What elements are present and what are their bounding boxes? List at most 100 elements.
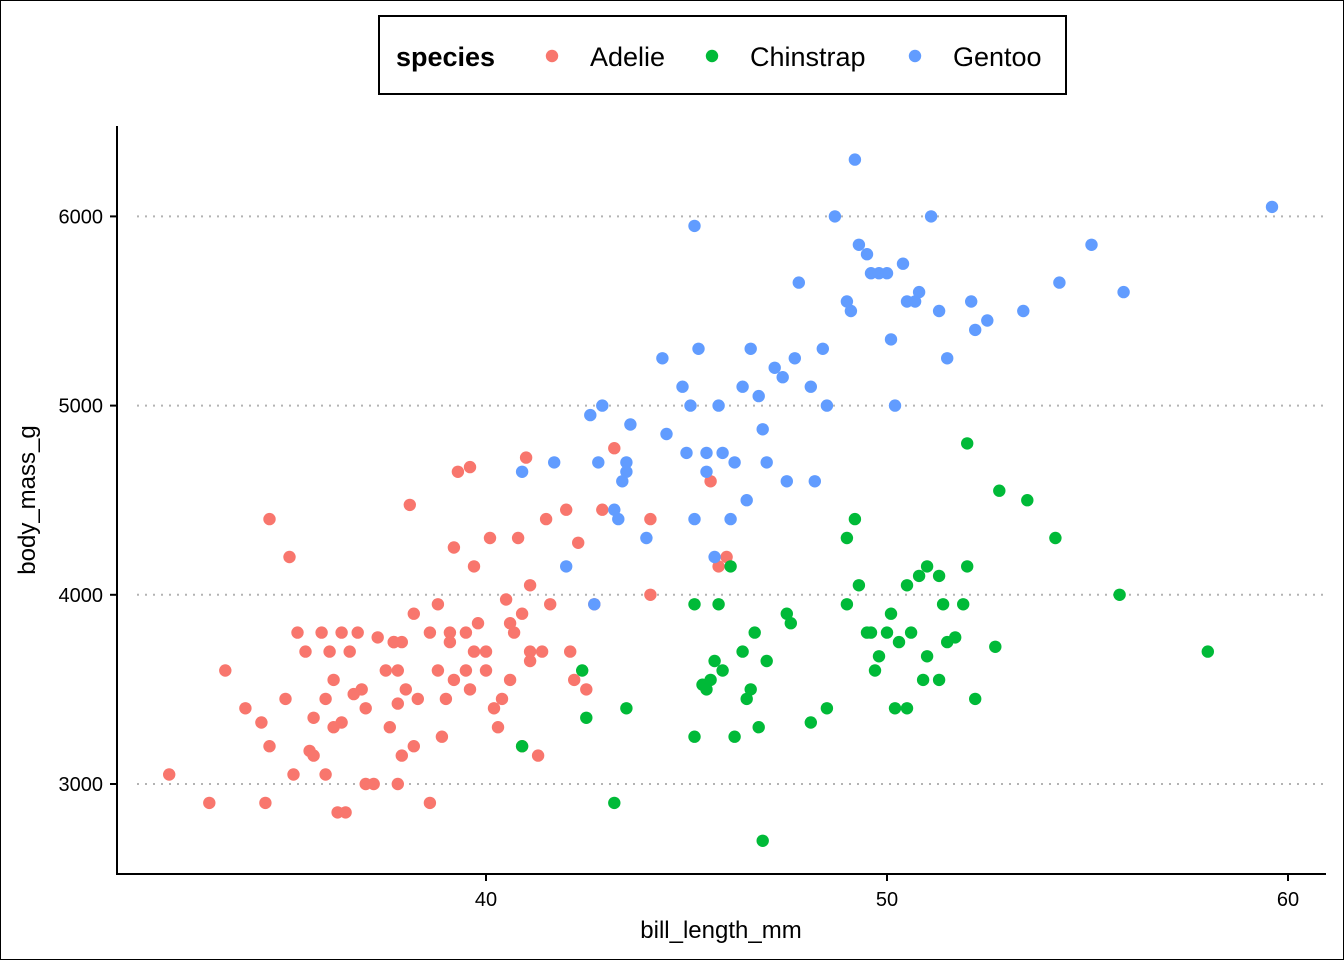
point-chinstrap-15 [740, 692, 753, 706]
point-adelie-1 [203, 796, 216, 810]
point-gentoo-45 [844, 304, 858, 318]
point-gentoo-60 [941, 352, 954, 365]
point-gentoo-8 [612, 512, 625, 526]
point-gentoo-65 [1053, 276, 1066, 289]
point-adelie-98 [459, 664, 473, 677]
point-gentoo-12 [624, 418, 637, 431]
point-adelie-99 [503, 673, 517, 687]
point-gentoo-11 [620, 456, 633, 469]
point-gentoo-69 [756, 423, 769, 436]
point-adelie-26 [343, 645, 356, 658]
point-adelie-25 [339, 806, 352, 819]
point-gentoo-62 [969, 323, 982, 337]
point-chinstrap-0 [515, 740, 529, 753]
point-adelie-52 [439, 692, 453, 706]
point-gentoo-13 [640, 531, 653, 545]
legend-label-gentoo: Gentoo [953, 42, 1042, 72]
point-adelie-10 [287, 768, 300, 781]
point-gentoo-48 [860, 248, 874, 261]
point-gentoo-20 [688, 219, 701, 233]
point-chinstrap-20 [760, 654, 773, 668]
point-adelie-40 [395, 749, 408, 762]
point-gentoo-7 [608, 503, 621, 516]
point-adelie-93 [443, 626, 457, 639]
point-adelie-84 [580, 683, 593, 696]
point-adelie-76 [531, 749, 545, 762]
point-gentoo-19 [688, 512, 701, 526]
point-adelie-97 [387, 635, 400, 649]
point-adelie-37 [391, 777, 404, 791]
point-adelie-6 [263, 512, 276, 526]
point-gentoo-16 [676, 380, 689, 393]
point-adelie-90 [704, 475, 717, 488]
point-adelie-91 [712, 560, 725, 573]
point-chinstrap-31 [868, 664, 882, 677]
point-adelie-19 [323, 645, 336, 658]
point-adelie-44 [407, 607, 420, 620]
point-chinstrap-57 [712, 598, 725, 611]
legend-marker-chinstrap [705, 49, 719, 63]
point-gentoo-28 [728, 456, 741, 469]
point-chinstrap-12 [724, 560, 737, 573]
point-chinstrap-19 [756, 834, 769, 847]
point-adelie-45 [407, 740, 420, 753]
point-adelie-70 [511, 531, 525, 545]
point-gentoo-1 [548, 456, 561, 469]
point-gentoo-56 [908, 295, 922, 308]
point-adelie-31 [359, 702, 372, 715]
point-adelie-32 [367, 777, 380, 791]
point-chinstrap-23 [804, 716, 817, 729]
point-chinstrap-41 [932, 673, 946, 687]
series-gentoo [515, 153, 1279, 611]
legend-title: species [396, 42, 495, 72]
point-gentoo-59 [932, 304, 946, 318]
point-chinstrap-53 [1049, 531, 1062, 545]
y-tick-label-3000: 3000 [59, 774, 104, 796]
point-chinstrap-37 [900, 579, 914, 592]
y-tick-label-5000: 5000 [59, 396, 104, 418]
x-tick-label-40: 40 [475, 889, 497, 911]
point-adelie-4 [255, 716, 268, 729]
y-axis-ticks: 3000 4000 5000 6000 [59, 206, 117, 796]
point-chinstrap-16 [744, 683, 757, 696]
point-gentoo-35 [776, 371, 789, 384]
point-chinstrap-10 [708, 654, 721, 668]
point-adelie-8 [279, 692, 292, 706]
point-adelie-43 [403, 498, 416, 512]
point-gentoo-61 [965, 295, 978, 308]
point-gentoo-0 [515, 465, 529, 478]
point-chinstrap-35 [892, 635, 906, 649]
point-adelie-51 [435, 730, 449, 743]
point-gentoo-38 [792, 276, 805, 289]
point-gentoo-64 [1017, 304, 1030, 318]
point-chinstrap-48 [961, 560, 974, 573]
point-gentoo-32 [752, 389, 765, 403]
point-adelie-77 [535, 645, 549, 658]
point-chinstrap-47 [961, 437, 974, 450]
point-gentoo-33 [760, 456, 773, 469]
point-chinstrap-54 [1113, 588, 1126, 601]
point-adelie-64 [487, 702, 501, 715]
point-gentoo-29 [736, 380, 749, 393]
point-chinstrap-55 [1201, 645, 1215, 658]
point-chinstrap-30 [864, 626, 878, 639]
point-adelie-39 [391, 697, 404, 710]
point-chinstrap-26 [840, 531, 854, 545]
point-gentoo-4 [588, 598, 601, 611]
point-chinstrap-13 [728, 730, 741, 743]
point-gentoo-26 [716, 446, 729, 460]
point-gentoo-67 [1117, 285, 1130, 299]
point-adelie-78 [539, 512, 553, 526]
point-adelie-82 [568, 673, 581, 687]
point-gentoo-23 [700, 446, 713, 460]
point-gentoo-54 [896, 257, 910, 270]
point-gentoo-21 [692, 342, 705, 355]
point-adelie-47 [423, 796, 437, 810]
point-adelie-59 [467, 645, 481, 658]
point-chinstrap-56 [916, 673, 930, 687]
point-gentoo-22 [700, 465, 713, 478]
point-adelie-55 [447, 673, 461, 687]
point-gentoo-39 [804, 380, 817, 393]
point-adelie-38 [391, 664, 404, 677]
